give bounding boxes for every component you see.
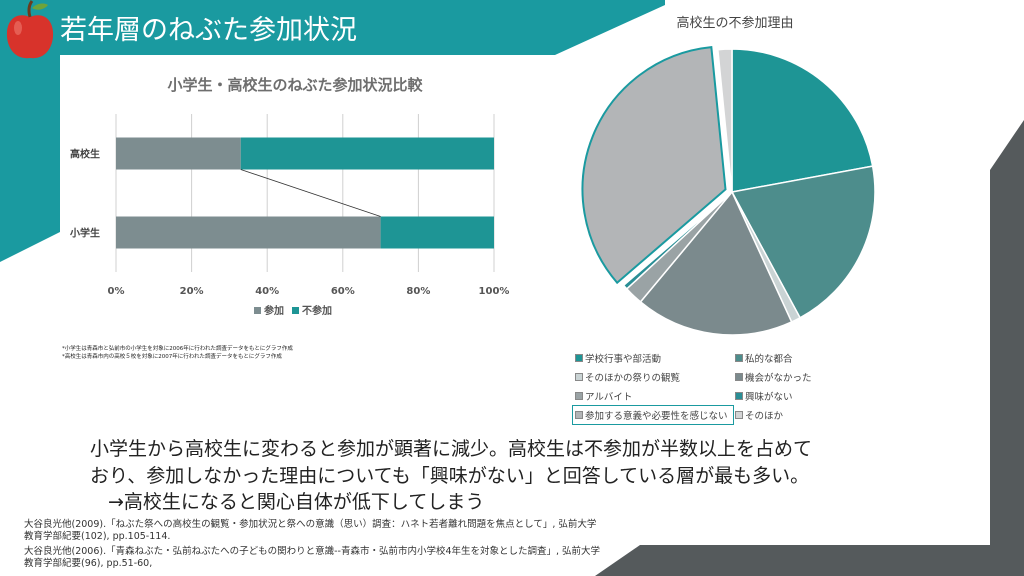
- legend-item-school-events: 学校行事や部活動: [575, 351, 661, 365]
- legend-item-no-meaning: 参加する意義や必要性を感じない: [575, 408, 728, 422]
- legend-swatch: [575, 373, 583, 381]
- x-tick-label: 80%: [406, 286, 430, 297]
- pie-slice: [730, 165, 876, 319]
- bar-segment: [380, 216, 494, 249]
- x-tick-label: 0%: [108, 286, 125, 297]
- bar-segment: [116, 216, 381, 249]
- pie-chart: [581, 46, 876, 336]
- pie-slice: [581, 46, 727, 285]
- summary-text: 小学生から高校生に変わると参加が顕著に減少。高校生は不参加が半数以上を占めて お…: [90, 436, 930, 490]
- legend-label: 学校行事や部活動: [585, 354, 662, 365]
- x-tick-label: 60%: [331, 286, 355, 297]
- x-tick-label: 40%: [255, 286, 279, 297]
- legend-label: 参加する意義や必要性を感じない: [585, 411, 728, 422]
- y-category-label: 高校生: [70, 148, 100, 161]
- legend-swatch: [575, 411, 583, 419]
- chart-note-elementary: *小学生は青森市と弘前市の小学生を対象に2006年に行われた調査データをもとにグ…: [62, 346, 293, 352]
- legend-label: 不参加: [302, 304, 332, 317]
- pie-chart-title: 高校生の不参加理由: [676, 16, 794, 31]
- reference-2: 大谷良光他(2006).「青森ねぶた・弘前ねぷたへの子どもの関わりと意識--青森…: [24, 546, 601, 569]
- pie-slice: [717, 48, 733, 193]
- summary-line-1: 小学生から高校生に変わると参加が顕著に減少。高校生は不参加が半数以上を占めて: [90, 438, 813, 460]
- series-connector-line: [240, 169, 381, 217]
- conclusion-text: →高校生になると関心自体が低下してしまう: [108, 491, 485, 513]
- pie-slice: [731, 48, 874, 193]
- y-category-label: 小学生: [69, 227, 100, 240]
- legend-swatch: [735, 354, 743, 362]
- legend-swatch: [575, 392, 583, 400]
- x-tick-label: 20%: [180, 286, 204, 297]
- legend-item-not-interested: 興味がない: [735, 389, 793, 403]
- legend-label: そのほかの祭りの観覧: [585, 373, 681, 384]
- legend-swatch: [254, 307, 261, 314]
- bar-segment: [240, 137, 494, 170]
- summary-line-2: おり、参加しなかった理由についても「興味がない」と回答している層が最も多い。: [90, 465, 810, 487]
- legend-label: アルバイト: [585, 392, 633, 403]
- legend-swatch: [292, 307, 299, 314]
- legend-label: そのほか: [745, 411, 784, 422]
- legend-label: 機会がなかった: [745, 373, 812, 384]
- legend-item-part-time-job: アルバイト: [575, 389, 632, 403]
- bar-segment: [116, 137, 241, 170]
- legend-item-other-festivals: そのほかの祭りの観覧: [575, 370, 680, 384]
- legend-swatch: [735, 373, 743, 381]
- legend-label: 興味がない: [745, 392, 793, 403]
- pie-slice: [622, 191, 733, 290]
- legend-label: 私的な都合: [745, 354, 793, 365]
- legend-label: 参加: [264, 304, 284, 317]
- chart-note-highschool: *高校生は青森市内の高校５校を対象に2007年に行われた調査データをもとにグラフ…: [62, 354, 282, 360]
- bar-chart-title: 小学生・高校生のねぶた参加状況比較: [167, 76, 423, 94]
- legend-highlight-box: [572, 405, 734, 425]
- slide-title: 若年層のねぶた参加状況: [60, 15, 357, 46]
- legend-item-other: そのほか: [735, 408, 783, 422]
- reference-1: 大谷良光他(2009).「ねぶた祭への高校生の観覧・参加状況と祭への意識（思い）…: [24, 519, 597, 542]
- legend-item-no-opportunity: 機会がなかった: [735, 370, 812, 384]
- legend-swatch: [735, 411, 743, 419]
- x-tick-label: 100%: [479, 286, 510, 297]
- pie-slice: [639, 190, 793, 336]
- legend-item-personal: 私的な都合: [735, 351, 793, 365]
- legend-swatch: [735, 392, 743, 400]
- legend-swatch: [575, 354, 583, 362]
- apple-icon: [6, 0, 54, 59]
